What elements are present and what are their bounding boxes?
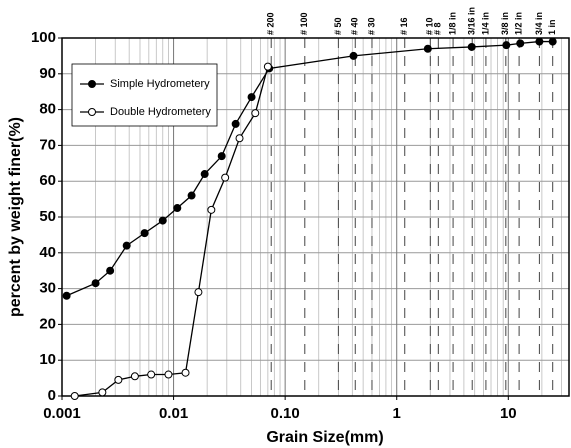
plot-frame [61,37,570,397]
y-tick-label: 100 [31,29,56,46]
y-tick-label: 60 [39,172,56,189]
sieve-label: # 100 [299,12,309,35]
sieve-label: 3/8 in [500,12,510,35]
legend-marker [88,108,96,116]
data-point [516,39,525,48]
sieve-label: # 50 [333,17,343,35]
data-point [122,241,131,250]
data-point [187,191,196,200]
data-point [548,37,557,46]
sieve-label: # 40 [350,17,360,35]
data-point [98,388,107,397]
legend-box [71,63,218,127]
y-tick-label: 50 [39,208,56,225]
y-tick-label: 30 [39,280,56,297]
legend-label: Double Hydrometery [110,106,211,118]
y-tick-label: 40 [39,244,56,261]
x-axis-label: Grain Size(mm) [266,429,383,446]
data-point [251,109,260,118]
y-tick-label: 90 [39,65,56,82]
y-tick-label: 10 [39,351,56,368]
data-point [263,62,272,71]
data-point [62,291,71,300]
sieve-label: # 8 [433,22,443,35]
data-point [158,216,167,225]
data-point [535,37,544,46]
data-point [70,392,79,400]
sieve-label: # 30 [366,17,376,35]
sieve-label: 1/2 in [513,12,523,35]
data-point [114,375,123,384]
data-point [235,134,244,143]
x-tick-label: 0.001 [43,405,81,422]
data-point [130,372,139,381]
data-point [181,368,190,377]
data-point [173,204,182,213]
x-tick-label: 0.10 [271,405,300,422]
legend-marker [88,80,96,88]
data-point [221,173,230,182]
data-point [247,93,256,102]
sieve-label: # 10 [425,17,435,35]
data-point [91,279,100,288]
data-point [140,229,149,238]
sieve-label: 3/4 in [534,12,544,35]
data-point [207,205,216,214]
data-point [147,370,156,379]
sieve-label: 1 in [547,19,557,35]
sieve-label: 3/16 in [467,7,477,35]
sieve-label: # 200 [266,12,276,35]
y-tick-label: 80 [39,101,56,118]
data-point [217,152,226,161]
data-point [349,51,358,60]
y-tick-label: 0 [48,387,56,404]
data-point [467,42,476,51]
data-point [423,44,432,53]
data-point [106,266,115,275]
x-tick-label: 10 [500,405,517,422]
data-point [502,41,511,50]
y-tick-label: 70 [39,136,56,153]
data-point [200,170,209,179]
x-tick-label: 0.01 [159,405,188,422]
y-axis-label: percent by weight finer(%) [7,117,24,317]
sieve-label: 1/8 in [447,12,457,35]
sieve-label: 1/4 in [480,12,490,35]
data-point [194,288,203,297]
sieve-label: # 16 [399,17,409,35]
y-tick-label: 20 [39,315,56,332]
legend-label: Simple Hydrometery [110,78,210,90]
data-point [164,370,173,379]
data-point [231,119,240,128]
x-tick-label: 1 [393,405,401,422]
